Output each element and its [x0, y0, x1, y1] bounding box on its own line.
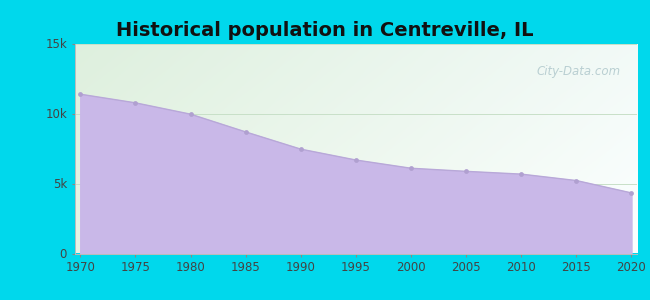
Point [296, 147, 306, 152]
Text: Historical population in Centreville, IL: Historical population in Centreville, IL [116, 21, 534, 40]
Point [351, 158, 361, 162]
Text: City-Data.com: City-Data.com [536, 64, 620, 77]
Point [75, 92, 85, 97]
Point [627, 190, 637, 195]
Point [240, 130, 251, 134]
Point [130, 100, 140, 105]
Point [185, 112, 196, 117]
Point [516, 172, 526, 176]
Point [571, 178, 582, 183]
Point [406, 166, 416, 171]
Point [461, 169, 471, 174]
